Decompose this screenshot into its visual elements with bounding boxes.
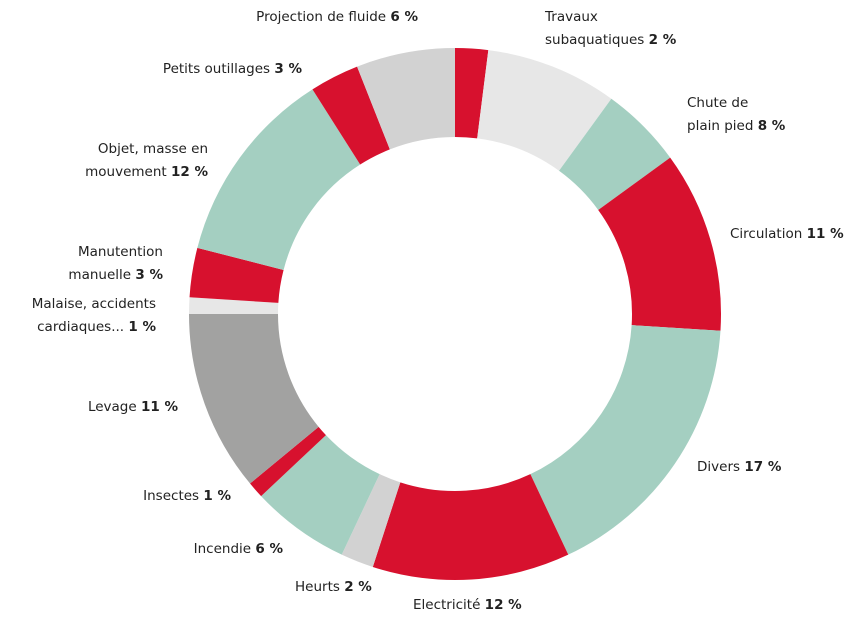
donut-segment	[250, 426, 326, 497]
value-label: 17 %	[744, 459, 782, 475]
category-name: Levage	[87, 399, 137, 415]
segment-label: Insectes 1 %	[143, 485, 231, 508]
segment-label: Incendie 6 %	[194, 538, 283, 561]
donut-segment	[312, 66, 390, 165]
segment-label: Electricité 12 %	[413, 594, 522, 617]
donut-segment	[372, 474, 569, 580]
value-label: 11 %	[140, 399, 178, 415]
category-name: Malaise, accidents cardiaques...	[31, 296, 156, 335]
value-label: 6 %	[255, 541, 283, 557]
category-name: Projection de fluide	[256, 9, 387, 25]
donut-segment	[189, 314, 319, 484]
donut-segment	[189, 297, 279, 314]
donut-segment	[530, 325, 721, 555]
value-label: 11 %	[806, 226, 844, 242]
donut-segment	[197, 89, 361, 270]
value-label: 12 %	[170, 164, 208, 180]
category-name: Petits outillages	[162, 61, 271, 77]
segment-label: Circulation 11 %	[730, 223, 844, 246]
category-name: Divers	[697, 459, 741, 475]
value-label: 2 %	[344, 579, 372, 595]
value-label: 3 %	[274, 61, 302, 77]
segment-label: Chute de plain pied 8 %	[687, 92, 785, 138]
donut-segment	[341, 474, 401, 567]
segment-label: Manutention manuelle 3 %	[68, 241, 163, 287]
category-name: Chute de plain pied	[687, 95, 754, 134]
donut-segment	[189, 247, 284, 303]
segment-label: Objet, masse en mouvement 12 %	[85, 138, 208, 184]
segment-label: Heurts 2 %	[295, 576, 372, 599]
value-label: 8 %	[757, 118, 786, 134]
value-label: 6 %	[390, 9, 418, 25]
segment-label: Travaux subaquatiques 2 %	[545, 6, 676, 52]
donut-segment	[455, 48, 489, 139]
category-name: Incendie	[193, 541, 252, 557]
segment-label: Projection de fluide 6 %	[256, 6, 418, 29]
donut-segment	[598, 157, 721, 331]
value-label: 3 %	[135, 267, 163, 283]
segment-label: Malaise, accidents cardiaques... 1 %	[32, 293, 156, 339]
category-name: Heurts	[295, 579, 340, 595]
segment-label: Divers 17 %	[697, 456, 781, 479]
value-label: 1 %	[203, 488, 231, 504]
donut-segment	[261, 435, 380, 555]
category-name: Manutention manuelle	[68, 244, 163, 283]
segment-label: Levage 11 %	[88, 396, 178, 419]
value-label: 2 %	[648, 32, 677, 48]
donut-segment	[477, 50, 612, 171]
category-name: Travaux subaquatiques	[545, 9, 645, 48]
donut-segment	[559, 98, 671, 210]
category-name: Circulation	[730, 226, 803, 242]
category-name: Insectes	[143, 488, 200, 504]
category-name: Objet, masse en mouvement	[85, 141, 208, 180]
value-label: 1 %	[128, 319, 156, 335]
segment-label: Petits outillages 3 %	[163, 58, 302, 81]
donut-segment	[357, 48, 455, 150]
value-label: 12 %	[484, 597, 522, 613]
category-name: Electricité	[413, 597, 481, 613]
